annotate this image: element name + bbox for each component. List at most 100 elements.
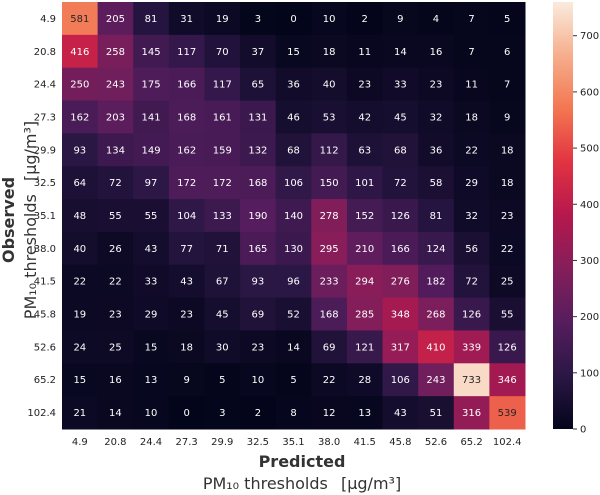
heatmap-cell <box>418 231 455 266</box>
heatmap-cell <box>168 330 205 364</box>
heatmap-cell <box>275 199 312 233</box>
x-axis-title-bold: Predicted <box>259 452 346 471</box>
heatmap-cell <box>204 166 241 200</box>
cell-value-label: 45 <box>216 310 229 321</box>
cell-value-label: 10 <box>323 14 336 25</box>
cell-value-label: 70 <box>216 47 229 58</box>
cell-value-label: 104 <box>177 211 196 222</box>
cell-value-label: 172 <box>177 178 196 189</box>
heatmap-cell <box>168 297 205 331</box>
cell-value-label: 52 <box>287 310 300 321</box>
cell-value-label: 93 <box>252 277 265 288</box>
cell-value-label: 69 <box>252 310 265 321</box>
heatmap-cell <box>97 363 134 397</box>
cell-value-label: 278 <box>320 211 339 222</box>
cell-value-label: 205 <box>106 14 125 25</box>
cell-value-label: 7 <box>504 80 510 91</box>
heatmap-cell <box>382 363 419 397</box>
cell-value-label: 15 <box>287 47 300 58</box>
cell-value-label: 23 <box>180 310 193 321</box>
cell-value-label: 23 <box>358 80 371 91</box>
cell-value-label: 733 <box>462 375 481 386</box>
heatmap-cell <box>311 2 348 36</box>
heatmap-cell <box>311 231 348 266</box>
cell-value-label: 3 <box>219 408 225 419</box>
heatmap-cell <box>489 330 526 364</box>
heatmap-cell <box>97 297 134 331</box>
heatmap-cell <box>418 396 455 430</box>
heatmap-cell <box>346 2 384 36</box>
x-tick-labels: 4.9 20.8 24.4 27.3 29.9 32.5 35.1 38.0 41.5 45.8 5… <box>72 437 522 448</box>
heatmap-cell <box>62 67 99 102</box>
cell-value-label: 97 <box>145 178 158 189</box>
heatmap-cell <box>489 297 526 331</box>
cell-value-label: 31 <box>180 14 193 25</box>
cell-value-label: 294 <box>355 277 374 288</box>
heatmap-cell <box>240 133 277 167</box>
cell-value-label: 40 <box>73 244 86 255</box>
cell-value-label: 19 <box>216 14 229 25</box>
cell-value-label: 23 <box>501 211 514 222</box>
cell-value-label: 18 <box>323 47 336 58</box>
cell-value-label: 131 <box>248 112 267 123</box>
cell-value-label: 5 <box>290 375 296 386</box>
cell-value-label: 5 <box>504 14 510 25</box>
heatmap-cell <box>168 67 205 102</box>
cell-value-label: 68 <box>287 145 300 156</box>
heatmap-cell <box>489 396 526 430</box>
heatmap-cell <box>311 67 348 102</box>
heatmap-cell <box>62 330 99 364</box>
cell-value-label: 126 <box>498 342 517 353</box>
heatmap-cell <box>311 166 348 200</box>
cell-value-label: 4 <box>433 14 439 25</box>
heatmap-cell <box>240 363 277 397</box>
cell-value-label: 150 <box>320 178 339 189</box>
cell-value-label: 19 <box>73 310 86 321</box>
cell-value-label: 37 <box>252 47 265 58</box>
x-tick-label: 27.3 <box>176 437 198 448</box>
heatmap-cell <box>346 396 384 430</box>
cell-value-label: 250 <box>70 80 89 91</box>
heatmap-cell <box>168 100 205 134</box>
cell-value-label: 11 <box>358 47 371 58</box>
heatmap-cell <box>453 297 490 331</box>
heatmap-cell <box>311 396 348 430</box>
cell-value-label: 96 <box>287 277 300 288</box>
heatmap-cell <box>275 67 312 102</box>
x-tick-label: 35.1 <box>282 437 304 448</box>
cell-value-label: 101 <box>355 178 374 189</box>
heatmap-cell <box>168 199 205 233</box>
cell-value-label: 25 <box>109 342 122 353</box>
heatmap-cell <box>489 67 526 102</box>
heatmap-cell <box>453 34 490 69</box>
heatmap-cell <box>168 133 205 167</box>
y-tick-label: 65.2 <box>34 375 56 386</box>
cell-value-label: 124 <box>426 244 445 255</box>
cell-value-label: 71 <box>216 244 229 255</box>
heatmap-cell <box>204 2 241 36</box>
cell-value-label: 55 <box>145 211 158 222</box>
cell-value-label: 32 <box>430 112 443 123</box>
heatmap-cell <box>275 34 312 69</box>
cell-value-label: 48 <box>73 211 86 222</box>
heatmap-cell <box>97 330 134 364</box>
cell-value-label: 145 <box>141 47 160 58</box>
cell-value-label: 233 <box>320 277 339 288</box>
heatmap-cell <box>346 100 384 134</box>
y-tick-label: 24.4 <box>34 80 56 91</box>
cell-value-label: 581 <box>70 14 89 25</box>
y-tick-label: 27.3 <box>34 112 56 123</box>
heatmap-cell <box>418 363 455 397</box>
heatmap-cell <box>346 199 384 233</box>
heatmap-cell <box>133 396 170 430</box>
cell-value-label: 23 <box>252 342 265 353</box>
heatmap-cell <box>133 330 170 364</box>
heatmap-cell <box>489 2 526 36</box>
cell-value-label: 166 <box>391 244 410 255</box>
cell-value-label: 9 <box>504 112 510 123</box>
heatmap-cell <box>418 297 455 331</box>
heatmap-cell <box>240 67 277 102</box>
x-tick-label: 52.6 <box>425 437 447 448</box>
cell-value-label: 46 <box>287 112 300 123</box>
